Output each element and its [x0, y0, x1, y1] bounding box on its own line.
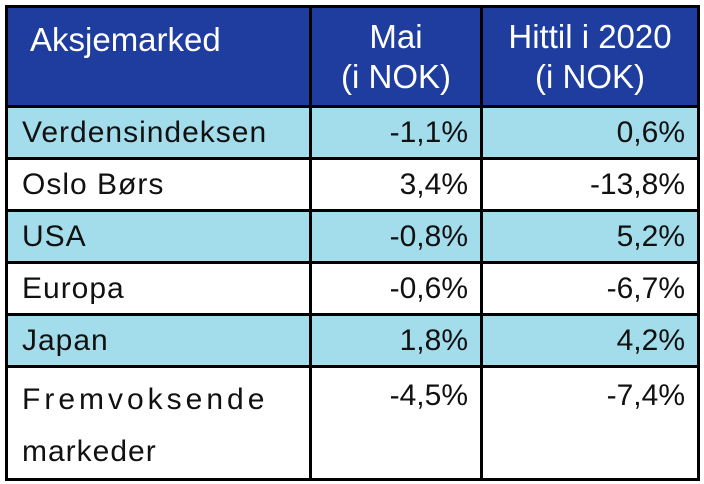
ytd-return: 4,2% — [480, 313, 700, 368]
market-name-line1: Fremvoksende — [22, 383, 269, 416]
market-name: Fremvoksende markeder — [5, 365, 312, 481]
market-name: Japan — [5, 313, 312, 368]
header-may-line2: (i NOK) — [341, 57, 451, 95]
may-return: -0,8% — [309, 209, 483, 264]
table-row: Fremvoksende markeder -4,5% -7,4% — [5, 365, 700, 481]
ytd-return: -7,4% — [480, 365, 700, 481]
header-ytd-line1: Hittil i 2020 — [508, 17, 672, 55]
market-name-line2: markeder — [22, 435, 157, 468]
table-row: Verdensindeksen -1,1% 0,6% — [5, 105, 700, 160]
market-name: Oslo Børs — [5, 157, 312, 212]
header-market: Aksjemarked — [5, 5, 312, 108]
table-row: Japan 1,8% 4,2% — [5, 313, 700, 368]
table-row: Europa -0,6% -6,7% — [5, 261, 700, 316]
header-may: Mai (i NOK) — [309, 5, 483, 108]
ytd-return: -6,7% — [480, 261, 700, 316]
header-row: Aksjemarked Mai (i NOK) Hittil i 2020 (i… — [5, 5, 700, 108]
table-header: Aksjemarked Mai (i NOK) Hittil i 2020 (i… — [5, 5, 700, 108]
header-ytd: Hittil i 2020 (i NOK) — [480, 5, 700, 108]
header-may-line1: Mai — [369, 17, 423, 55]
ytd-return: 0,6% — [480, 105, 700, 160]
stock-market-table: Aksjemarked Mai (i NOK) Hittil i 2020 (i… — [5, 5, 700, 481]
header-market-label: Aksjemarked — [30, 21, 221, 58]
may-return: -0,6% — [309, 261, 483, 316]
table-row: Oslo Børs 3,4% -13,8% — [5, 157, 700, 212]
may-return: -1,1% — [309, 105, 483, 160]
market-name: Verdensindeksen — [5, 105, 312, 160]
may-return: 1,8% — [309, 313, 483, 368]
table-body: Verdensindeksen -1,1% 0,6% Oslo Børs 3,4… — [5, 105, 700, 481]
ytd-return: 5,2% — [480, 209, 700, 264]
may-return: 3,4% — [309, 157, 483, 212]
may-return: -4,5% — [309, 365, 483, 481]
ytd-return: -13,8% — [480, 157, 700, 212]
header-ytd-line2: (i NOK) — [535, 57, 645, 95]
table-row: USA -0,8% 5,2% — [5, 209, 700, 264]
market-name: USA — [5, 209, 312, 264]
market-name: Europa — [5, 261, 312, 316]
